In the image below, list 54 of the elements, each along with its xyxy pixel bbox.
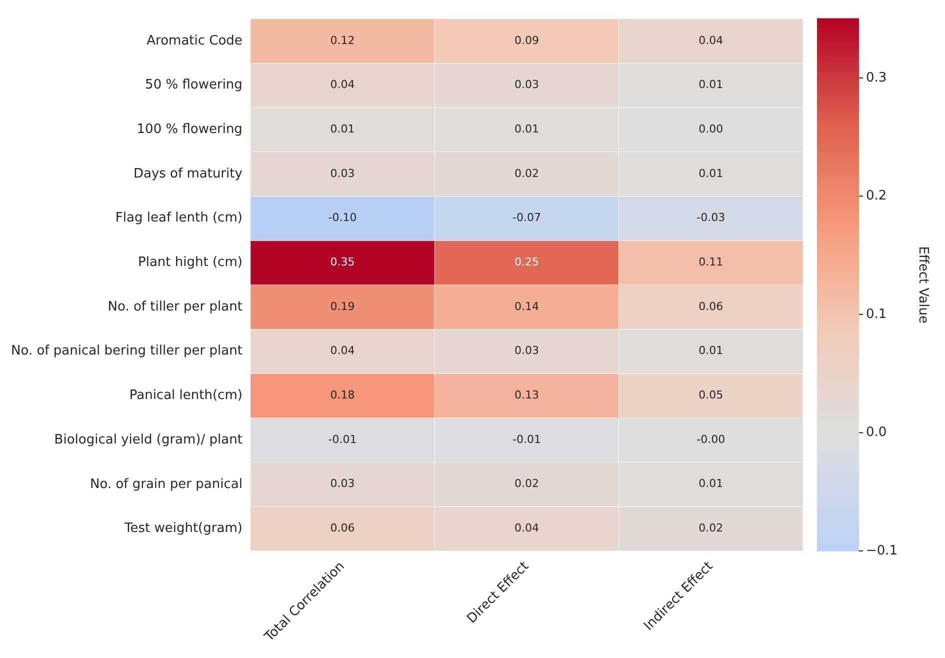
- color-bar-label: 0.0: [866, 425, 887, 440]
- data-label: 0.03: [330, 477, 355, 490]
- data-label: 0.01: [698, 477, 724, 490]
- data-label: 0.00: [698, 122, 724, 136]
- data-label: 0.25: [514, 256, 539, 269]
- y-tick-label: No. of panical bering tiller per plant: [11, 344, 242, 359]
- y-tick-label: No. of grain per panical: [90, 476, 242, 492]
- data-label: 0.02: [514, 166, 539, 180]
- y-tick-label: 100 % flowering: [136, 122, 242, 138]
- data-label: 0.01: [698, 166, 724, 180]
- color-bar-label: 0.2: [866, 188, 887, 204]
- y-tick-label: Panical lenth(cm): [129, 388, 242, 404]
- data-label: 0.03: [330, 166, 355, 180]
- data-label: -0.01: [328, 432, 357, 446]
- data-label: 0.06: [330, 522, 355, 535]
- y-tick-label: Days of maturity: [133, 166, 243, 182]
- y-tick-label: Flag leaf lenth (cm): [115, 210, 242, 226]
- color-bar-label: −0.1: [866, 543, 898, 558]
- data-label: 0.01: [330, 122, 355, 136]
- data-label: 0.05: [698, 388, 724, 402]
- data-label: 0.13: [514, 388, 539, 402]
- data-label: -0.00: [696, 432, 726, 446]
- y-tick-label: 50 % flowering: [145, 78, 242, 93]
- data-label: 0.09: [514, 34, 539, 47]
- data-label: 0.04: [330, 344, 355, 358]
- data-label: 0.01: [514, 122, 539, 136]
- data-label: 0.03: [514, 344, 539, 358]
- data-label: 0.01: [698, 344, 724, 358]
- data-label: 0.12: [330, 34, 355, 47]
- data-label: 0.18: [330, 388, 355, 402]
- data-label: 0.19: [330, 300, 355, 313]
- color-bar-label: 0.1: [866, 306, 887, 322]
- data-label: 0.02: [698, 522, 724, 535]
- data-label: 0.06: [698, 300, 724, 313]
- data-label: 0.11: [698, 256, 724, 269]
- data-label: 0.04: [330, 78, 355, 92]
- data-label: -0.07: [512, 211, 541, 224]
- color-bar-title: Effect Value: [916, 246, 931, 324]
- data-label: 0.14: [514, 300, 539, 313]
- data-label: -0.01: [512, 432, 541, 446]
- data-label: 0.35: [330, 256, 355, 269]
- y-tick-label: Plant hight (cm): [138, 255, 242, 270]
- data-label: 0.02: [514, 477, 539, 490]
- y-tick-label: No. of tiller per plant: [108, 299, 242, 314]
- data-label: -0.10: [328, 211, 357, 224]
- data-label: 0.04: [698, 34, 724, 47]
- data-label: 0.01: [698, 78, 724, 92]
- y-tick-label: Test weight(gram): [124, 521, 242, 536]
- data-label: 0.04: [514, 522, 539, 535]
- color-bar-label: 0.3: [866, 70, 887, 86]
- y-tick-label: Biological yield (gram)/ plant: [54, 432, 242, 448]
- data-label: -0.03: [696, 211, 726, 224]
- y-tick-label: Aromatic Code: [146, 33, 242, 48]
- data-label: 0.03: [514, 78, 539, 92]
